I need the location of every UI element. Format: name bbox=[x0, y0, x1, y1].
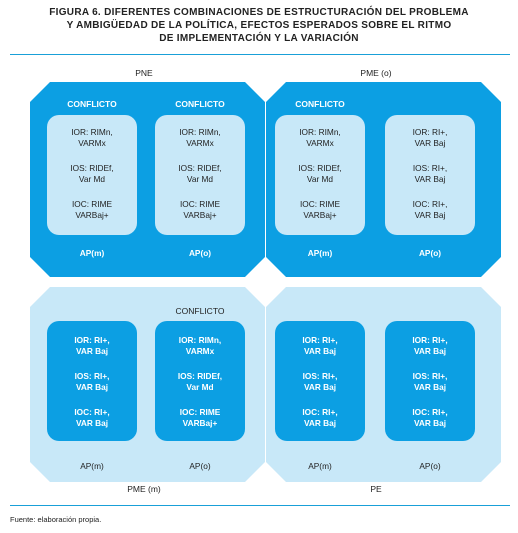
policy-box-left: IOR: RIMn, VARMx IOS: RIDEf, Var Md IOC: R… bbox=[275, 115, 365, 235]
ioc-text: IOC: RIME VARBaj+ bbox=[179, 199, 221, 220]
quadrant-label-pme-o: PME (o) bbox=[360, 68, 392, 78]
policy-box-left: IOR: RIMn, VARMx IOS: RIDEf, Var Md IOC: R… bbox=[47, 115, 137, 235]
ios-text: IOS: RIDEf, Var Md bbox=[177, 371, 223, 392]
ioc-text: IOC: RIME VARBaj+ bbox=[179, 407, 221, 428]
ios-text: IOS: RI+, VAR Baj bbox=[74, 371, 110, 392]
ior-text: IOR: RI+, VAR Baj bbox=[412, 127, 448, 148]
ios-text: IOS: RI+, VAR Baj bbox=[412, 163, 448, 184]
ioc-text: IOC: RI+, VAR Baj bbox=[412, 407, 448, 428]
policy-box-right: IOR: RIMn, VARMx IOS: RIDEf, Var Md IOC: R… bbox=[155, 115, 245, 235]
ios-text: IOS: RI+, VAR Baj bbox=[302, 371, 338, 392]
ap-m-label: AP(m) bbox=[308, 461, 332, 471]
top-divider bbox=[10, 54, 510, 55]
quadrant-pe: IOR: RI+, VAR Baj IOS: RI+, VAR Baj IOC: R… bbox=[266, 287, 501, 482]
ap-o-label: AP(o) bbox=[188, 248, 212, 258]
policy-box-right: IOR: RI+, VAR Baj IOS: RI+, VAR Baj IOC: R… bbox=[385, 321, 475, 441]
title-line: Y AMBIGÜEDAD DE LA POLÍTICA, EFECTOS ESP… bbox=[66, 20, 452, 31]
ios-text: IOS: RIDEf, Var Md bbox=[70, 163, 114, 184]
ap-m-label: AP(m) bbox=[307, 248, 333, 258]
ior-text: IOR: RI+, VAR Baj bbox=[74, 335, 110, 356]
quadrant-label-pe: PE bbox=[370, 484, 382, 494]
quadrant-pne: CONFLICTO CONFLICTO IOR: RIMn, VARMx IOS:… bbox=[30, 82, 265, 277]
ap-o-label: AP(o) bbox=[419, 461, 441, 471]
ap-m-label: AP(m) bbox=[79, 248, 105, 258]
ior-text: IOR: RI+, VAR Baj bbox=[412, 335, 448, 356]
ios-text: IOS: RIDEf, Var Md bbox=[178, 163, 222, 184]
ap-o-label: AP(o) bbox=[189, 461, 211, 471]
ior-text: IOR: RI+, VAR Baj bbox=[302, 335, 338, 356]
ioc-text: IOC: RI+, VAR Baj bbox=[412, 199, 448, 220]
quadrant-label-pne: PNE bbox=[135, 68, 153, 78]
source-note: Fuente: elaboración propia. bbox=[10, 515, 102, 524]
figure-title: FIGURA 6. DIFERENTES COMBINACIONES DE ES… bbox=[0, 6, 518, 45]
ior-text: IOR: RIMn, VARMx bbox=[178, 335, 222, 356]
ap-m-label: AP(m) bbox=[80, 461, 104, 471]
conflict-label: CONFLICTO bbox=[175, 306, 225, 316]
policy-box-right: IOR: RIMn, VARMx IOS: RIDEf, Var Md IOC: R… bbox=[155, 321, 245, 441]
quadrant-pme-m: CONFLICTO IOR: RI+, VAR Baj IOS: RI+, VAR … bbox=[30, 287, 265, 482]
ioc-text: IOC: RIME VARBaj+ bbox=[299, 199, 341, 220]
policy-box-left: IOR: RI+, VAR Baj IOS: RI+, VAR Baj IOC: R… bbox=[275, 321, 365, 441]
ioc-text: IOC: RIME VARBaj+ bbox=[71, 199, 113, 220]
bottom-divider bbox=[10, 505, 510, 506]
ios-text: IOS: RI+, VAR Baj bbox=[412, 371, 448, 392]
policy-box-left: IOR: RI+, VAR Baj IOS: RI+, VAR Baj IOC: R… bbox=[47, 321, 137, 441]
quadrant-label-pme-m: PME (m) bbox=[127, 484, 161, 494]
ap-o-label: AP(o) bbox=[418, 248, 442, 258]
conflict-label: CONFLICTO bbox=[67, 99, 117, 109]
ior-text: IOR: RIMn, VARMx bbox=[71, 127, 113, 148]
conflict-label: CONFLICTO bbox=[175, 99, 225, 109]
conflict-label: CONFLICTO bbox=[295, 99, 345, 109]
ios-text: IOS: RIDEf, Var Md bbox=[298, 163, 342, 184]
ior-text: IOR: RIMn, VARMx bbox=[299, 127, 341, 148]
title-line: FIGURA 6. DIFERENTES COMBINACIONES DE ES… bbox=[49, 7, 469, 18]
policy-box-right: IOR: RI+, VAR Baj IOS: RI+, VAR Baj IOC: R… bbox=[385, 115, 475, 235]
quadrant-pme-o: CONFLICTO IOR: RIMn, VARMx IOS: RIDEf, Var… bbox=[266, 82, 501, 277]
ioc-text: IOC: RI+, VAR Baj bbox=[302, 407, 338, 428]
ior-text: IOR: RIMn, VARMx bbox=[179, 127, 221, 148]
title-line: DE IMPLEMENTACIÓN Y LA VARIACIÓN bbox=[159, 33, 359, 44]
ioc-text: IOC: RI+, VAR Baj bbox=[74, 407, 110, 428]
